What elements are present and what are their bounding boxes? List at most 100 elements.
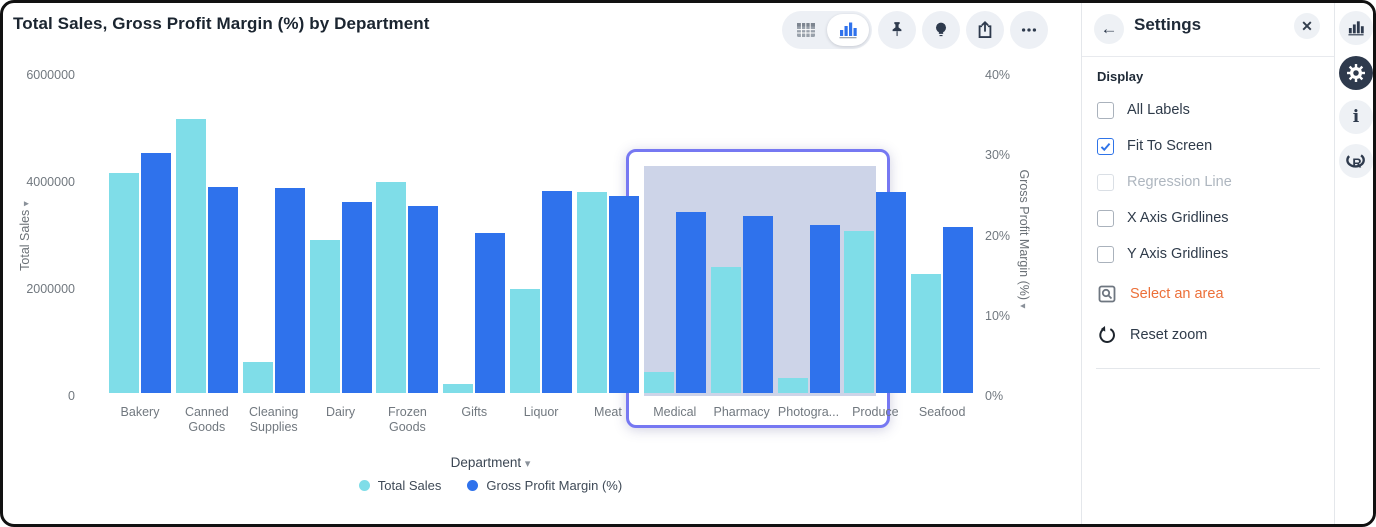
settings-action-reset-zoom[interactable]: Reset zoom	[1097, 324, 1334, 346]
checkbox-label: All Labels	[1127, 102, 1190, 118]
settings-checkbox-x-axis-gridlines[interactable]: X Axis Gridlines	[1097, 208, 1334, 228]
settings-checkbox-all-labels[interactable]: All Labels	[1097, 100, 1334, 120]
legend-swatch	[358, 480, 370, 491]
checkbox	[1097, 173, 1114, 191]
info-icon: i	[1352, 107, 1360, 127]
pin-icon	[892, 22, 902, 37]
bar-total-sales[interactable]	[710, 266, 741, 393]
checkbox	[1097, 209, 1114, 227]
settings-action-list: Select an area Reset zoom	[1082, 283, 1334, 346]
right-axis-tick-label: 0%	[985, 389, 1004, 403]
page-title: Total Sales, Gross Profit Margin (%) by …	[13, 14, 430, 33]
rail-info-button[interactable]: i	[1339, 100, 1373, 134]
insight-bulb-button[interactable]	[922, 11, 960, 49]
bar-gross-profit-margin[interactable]	[943, 226, 974, 393]
x-axis-category-label: Dairy	[325, 405, 356, 419]
view-toggle	[782, 11, 872, 49]
bar-gross-profit-margin[interactable]	[274, 187, 305, 393]
close-button[interactable]: ✕	[1294, 13, 1320, 39]
bar-total-sales[interactable]	[844, 230, 875, 393]
share-icon	[978, 20, 992, 38]
bar-total-sales[interactable]	[175, 119, 206, 393]
checkbox-label: Y Axis Gridlines	[1127, 246, 1229, 262]
settings-panel: ← Settings ✕ Display All Labels Fit To Sc…	[1081, 3, 1335, 524]
bar-gross-profit-margin[interactable]	[408, 206, 439, 393]
back-button[interactable]: ←	[1094, 14, 1124, 44]
bar-total-sales[interactable]	[309, 240, 340, 393]
bar-chart-icon	[1348, 21, 1364, 36]
legend-item[interactable]: Total Sales	[358, 478, 441, 493]
checkbox-label: Regression Line	[1127, 174, 1232, 190]
bar-gross-profit-margin[interactable]	[542, 190, 573, 393]
bar-gross-profit-margin[interactable]	[876, 192, 907, 393]
legend-label: Gross Profit Margin (%)	[486, 478, 623, 493]
bar-total-sales[interactable]	[443, 384, 474, 393]
bar-total-sales[interactable]	[911, 274, 942, 393]
r-logo-icon: R	[1346, 152, 1365, 170]
chart-view-button[interactable]	[827, 14, 869, 46]
rail-bar-chart-button[interactable]	[1339, 11, 1373, 45]
x-axis-category-label: Pharmacy	[713, 405, 770, 419]
checkbox	[1097, 137, 1114, 155]
x-axis-category-label: Gifts	[461, 405, 488, 419]
legend-swatch	[467, 480, 479, 491]
chart-toolbar	[782, 11, 1048, 49]
left-axis-tick-label: 4000000	[26, 175, 75, 189]
bar-gross-profit-margin[interactable]	[475, 232, 506, 393]
x-axis-category-label: Seafood	[918, 405, 966, 419]
x-axis-category-label: Medical	[653, 405, 697, 419]
x-axis-title[interactable]: Department ▾	[450, 455, 531, 470]
bar-total-sales[interactable]	[643, 371, 674, 393]
checkbox-label: Fit To Screen	[1127, 138, 1213, 154]
action-label: Select an area	[1130, 286, 1224, 302]
x-axis-category-label: Frozen Goods	[387, 405, 427, 434]
checkbox-label: X Axis Gridlines	[1127, 210, 1229, 226]
right-axis-title[interactable]: Gross Profit Margin (%) ▾	[1017, 169, 1031, 309]
right-rail: i R	[1336, 3, 1373, 524]
settings-action-select-an-area[interactable]: Select an area	[1097, 283, 1334, 305]
bar-gross-profit-margin[interactable]	[341, 202, 372, 393]
right-axis-tick-label: 40%	[985, 68, 1011, 82]
bar-total-sales[interactable]	[576, 191, 607, 393]
sort-caret-icon: ▾	[1017, 303, 1028, 309]
legend-item[interactable]: Gross Profit Margin (%)	[467, 478, 622, 493]
left-axis-title[interactable]: Total Sales ▾	[18, 201, 32, 271]
bar-total-sales[interactable]	[109, 173, 139, 393]
more-options-button[interactable]	[1010, 11, 1048, 49]
right-axis-tick-label: 10%	[985, 308, 1011, 323]
pin-button[interactable]	[878, 11, 916, 49]
bar-gross-profit-margin[interactable]	[742, 215, 773, 393]
left-axis-tick-label: 2000000	[26, 282, 75, 296]
reset-zoom-icon	[1097, 325, 1117, 345]
bar-gross-profit-margin[interactable]	[675, 211, 706, 393]
chart-panel: Total Sales, Gross Profit Margin (%) by …	[3, 3, 1078, 524]
table-view-button[interactable]	[785, 14, 827, 46]
settings-checkbox-fit-to-screen[interactable]: Fit To Screen	[1097, 136, 1334, 156]
settings-divider	[1096, 368, 1320, 369]
bar-gross-profit-margin[interactable]	[207, 186, 238, 393]
display-section-label: Display	[1097, 69, 1144, 84]
x-axis-category-label: Photogra...	[777, 405, 840, 419]
settings-checkbox-y-axis-gridlines[interactable]: Y Axis Gridlines	[1097, 244, 1334, 264]
bar-gross-profit-margin[interactable]	[809, 225, 840, 393]
bar-total-sales[interactable]	[376, 182, 407, 393]
bar-gross-profit-margin[interactable]	[141, 153, 171, 393]
sort-caret-icon: ▾	[21, 201, 32, 207]
x-axis-category-label: Cleaning Supplies	[249, 405, 299, 434]
x-axis-category-label: Canned Goods	[184, 405, 229, 434]
action-label: Reset zoom	[1130, 327, 1208, 343]
share-button[interactable]	[966, 11, 1004, 49]
x-axis-category-label: Produce	[852, 405, 899, 419]
right-axis-tick-label: 30%	[985, 148, 1011, 163]
rail-r-script-button[interactable]: R	[1339, 144, 1373, 178]
lightbulb-icon	[936, 22, 946, 37]
bar-total-sales[interactable]	[242, 361, 273, 393]
bar-total-sales[interactable]	[777, 378, 808, 393]
rail-settings-gear-button[interactable]	[1339, 56, 1373, 90]
bar-gross-profit-margin[interactable]	[608, 196, 639, 393]
settings-checkbox-regression-line: Regression Line	[1097, 172, 1334, 192]
settings-header: ← Settings ✕	[1082, 3, 1334, 57]
bar-total-sales[interactable]	[510, 288, 541, 393]
left-axis-tick-label: 0	[68, 389, 75, 403]
